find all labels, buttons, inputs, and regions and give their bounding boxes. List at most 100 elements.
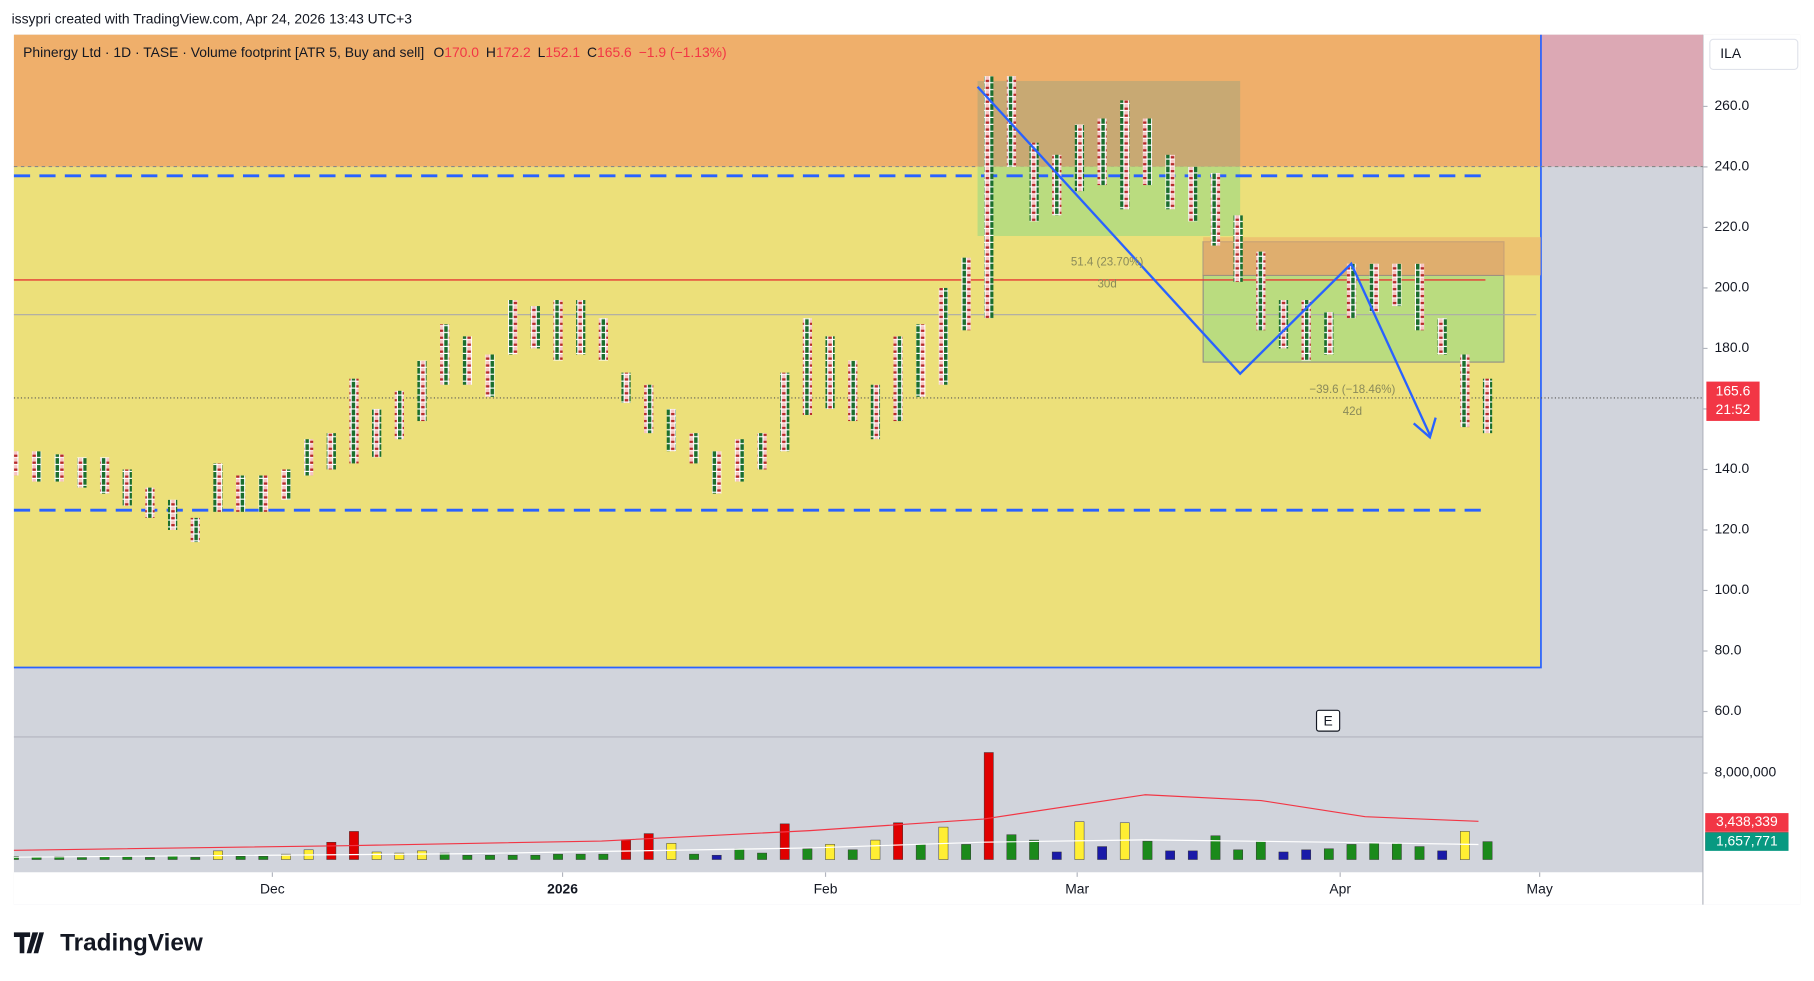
currency[interactable]: ILA: [1720, 45, 1742, 61]
footprint-bar: [961, 257, 971, 331]
measure-days: 30d: [1098, 279, 1117, 291]
footprint-bar: [530, 306, 540, 349]
footprint-bar: [938, 287, 949, 385]
event-box[interactable]: [1315, 709, 1341, 732]
volume-bar: [757, 852, 767, 860]
volume-bar: [371, 851, 382, 860]
footprint-bar: [1029, 142, 1039, 222]
volume-bar: [1210, 835, 1221, 860]
footprint-bar: [1210, 172, 1221, 246]
footprint-bar: [916, 324, 926, 397]
volume-bar: [1097, 846, 1107, 860]
volume-bar: [1051, 851, 1062, 860]
measure-days: 42d: [1343, 406, 1362, 418]
zone-pink: [1540, 34, 1703, 167]
footprint-bar: [349, 378, 359, 464]
y-tick-label: 260.0: [1714, 97, 1749, 113]
volume-bar: [802, 848, 813, 860]
volume-bar: [167, 856, 178, 860]
ohlc-label: H: [486, 44, 496, 60]
x-tick-label: Dec: [260, 880, 285, 896]
ohlc-label: L: [538, 44, 546, 60]
volume-bar: [1119, 822, 1130, 860]
volume-bar: [961, 844, 971, 860]
volume-bar: [711, 854, 722, 860]
y-tick-label: 100.0: [1714, 581, 1749, 597]
volume-bar: [54, 856, 65, 860]
volume-bar: [507, 854, 518, 860]
ohlc-label: O: [433, 44, 444, 60]
y-tick-label: 140.0: [1714, 460, 1749, 476]
measure-label: −39.6 (−18.46%): [1309, 384, 1395, 396]
footprint-bar: [1324, 312, 1334, 355]
footprint-bar: [485, 354, 495, 397]
last-price-box: [1706, 381, 1760, 421]
measure-label: 51.4 (23.70%): [1071, 257, 1144, 269]
ohlc-value: 170.0: [444, 44, 479, 60]
volume-bar: [1369, 843, 1380, 860]
footprint-bar: [31, 451, 42, 482]
x-tick-label: Nov: [0, 880, 13, 896]
footprint-bar: [1369, 263, 1379, 313]
volume-bar: [1482, 841, 1493, 860]
footprint-bar: [54, 454, 64, 482]
footprint-bar: [122, 469, 132, 506]
footprint-bar: [576, 300, 586, 355]
footprint-bar: [508, 300, 518, 355]
x-tick-label: 2026: [547, 880, 578, 896]
volume-bar: [235, 856, 246, 860]
footprint-bar: [734, 439, 745, 482]
last-price: 165.6: [1716, 383, 1751, 399]
volume-bar: [621, 839, 631, 860]
volume-bar: [77, 857, 87, 860]
volume-bar: [870, 839, 881, 860]
volume-bar: [1437, 850, 1448, 860]
footprint-bar: [145, 487, 155, 518]
volume-bar: [1278, 851, 1289, 860]
footprint-bar: [1460, 354, 1470, 428]
footprint-bar: [440, 324, 450, 385]
volume-bar: [258, 856, 269, 860]
footprint-bar: [666, 408, 677, 452]
footprint-bar: [167, 499, 178, 530]
volume-bar: [1165, 850, 1175, 860]
footprint-bar: [213, 463, 223, 512]
footprint-bar: [258, 475, 268, 512]
footprint-bar: [394, 390, 404, 440]
footprint-bar: [1097, 118, 1107, 186]
footprint-bar: [1074, 124, 1085, 192]
volume-bar: [643, 833, 654, 860]
volume-bar: [145, 857, 155, 860]
volume-label-box: [1705, 813, 1789, 832]
volume-bar: [1006, 834, 1017, 860]
footprint-bar: [553, 300, 563, 361]
volume-bar: [1391, 843, 1402, 860]
legend: Phinergy Ltd · 1D · TASE · Volume footpr…: [23, 44, 726, 60]
zigzag: [976, 85, 1431, 436]
volume-bar: [553, 853, 563, 860]
footprint-bar: [99, 457, 110, 494]
volume-bar: [1233, 849, 1244, 860]
footprint-bar: [1188, 166, 1198, 222]
footprint-bar: [236, 475, 246, 512]
volume-bar: [1142, 840, 1153, 860]
volume-bar: [462, 854, 473, 860]
volume-bar: [575, 853, 586, 860]
footprint-bar: [1437, 318, 1447, 355]
drawings: [13, 34, 1703, 669]
volume-bar: [13, 856, 19, 860]
footprint-bar: [870, 384, 881, 440]
ohlc-label: C: [587, 44, 597, 60]
event-marker[interactable]: E: [1323, 713, 1332, 729]
brand-name: TradingView: [60, 929, 203, 956]
volume-bar: [1346, 844, 1357, 860]
footprint-bar: [984, 76, 994, 319]
volume-bar: [983, 752, 994, 860]
footprint-bar: [372, 408, 382, 458]
currency-box[interactable]: [1709, 38, 1799, 70]
footprint-bar: [644, 384, 654, 434]
footprint-bar: [1346, 263, 1357, 319]
footprint-bar: [712, 451, 722, 494]
